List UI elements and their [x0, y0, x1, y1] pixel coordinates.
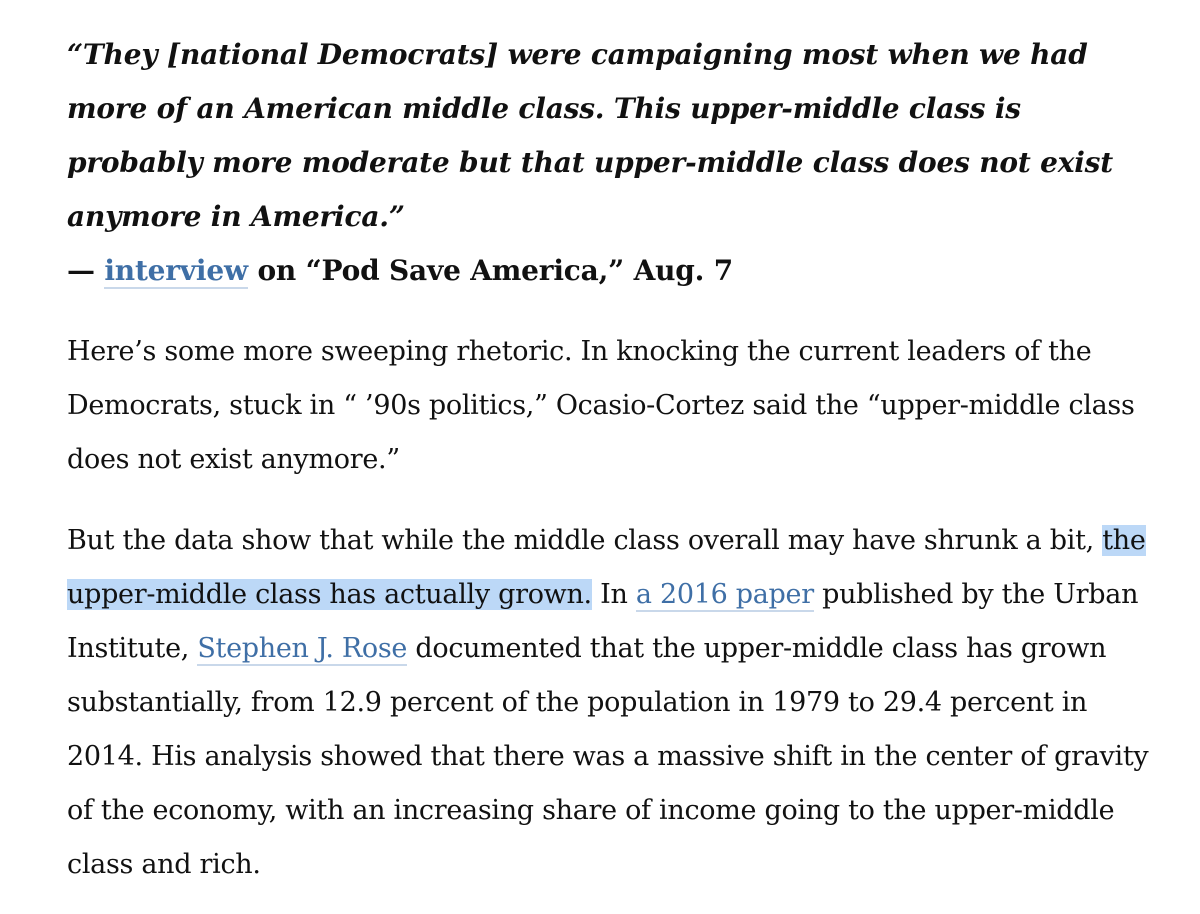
attribution-source: on “Pod Save America,” Aug. 7 — [247, 254, 734, 287]
article-body: “They [national Democrats] were campaign… — [67, 28, 1157, 892]
pull-quote: “They [national Democrats] were campaign… — [67, 38, 1113, 233]
interview-link[interactable]: interview — [104, 254, 248, 289]
paragraph-data: But the data show that while the middle … — [67, 514, 1157, 892]
stephen-rose-link[interactable]: Stephen J. Rose — [197, 633, 408, 666]
paragraph-text: But the data show that while the middle … — [67, 525, 1103, 556]
paragraph-text: documented that the upper-middle class h… — [67, 633, 1149, 880]
paper-2016-link[interactable]: a 2016 paper — [635, 579, 814, 612]
paragraph-text: In — [591, 579, 636, 610]
quote-attribution: — interview on “Pod Save America,” Aug. … — [67, 244, 1157, 298]
paragraph-rhetoric: Here’s some more sweeping rhetoric. In k… — [67, 336, 1135, 475]
paragraph-text: published by the Urban Institute, — [67, 579, 1139, 664]
attribution-dash: — — [67, 254, 105, 287]
